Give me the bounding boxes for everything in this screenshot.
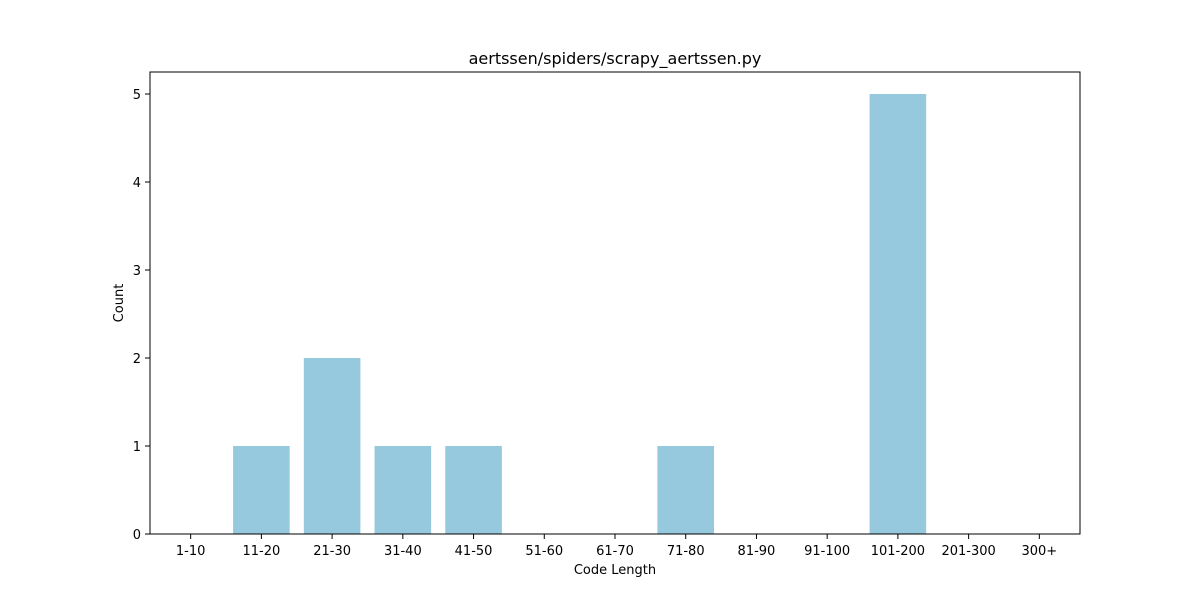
x-tick-label: 51-60 (525, 544, 563, 559)
x-axis-label: Code Length (574, 563, 656, 578)
y-tick-label: 5 (133, 88, 141, 103)
y-tick-label: 3 (133, 264, 141, 279)
x-tick-label: 101-200 (871, 544, 925, 559)
bar-101-200 (869, 94, 927, 534)
bar-11-20 (233, 446, 290, 534)
bar-21-30 (303, 358, 361, 534)
x-tick-label: 21-30 (313, 544, 351, 559)
y-tick-label: 0 (133, 528, 141, 543)
bar-71-80 (657, 446, 715, 534)
x-tick-label: 41-50 (455, 544, 493, 559)
y-axis-ticks: 0 1 2 3 4 5 (133, 88, 150, 543)
chart-title: aertssen/spiders/scrapy_aertssen.py (469, 49, 762, 69)
bar-41-50 (445, 446, 502, 534)
x-tick-label: 71-80 (667, 544, 705, 559)
x-tick-label: 201-300 (941, 544, 995, 559)
y-tick-label: 2 (133, 352, 141, 367)
x-tick-label: 31-40 (384, 544, 422, 559)
x-tick-label: 81-90 (738, 544, 776, 559)
y-axis-label: Count (112, 284, 127, 323)
x-tick-label: 61-70 (596, 544, 634, 559)
x-tick-label: 1-10 (176, 544, 206, 559)
x-tick-label: 91-100 (804, 544, 850, 559)
y-tick-label: 4 (133, 176, 141, 191)
y-tick-label: 1 (133, 440, 141, 455)
x-tick-label: 300+ (1021, 544, 1057, 559)
x-tick-label: 11-20 (242, 544, 280, 559)
bar-31-40 (374, 446, 432, 534)
x-axis-ticks: 1-10 11-20 21-30 31-40 41-50 51-60 61-70 71-80 8… (176, 534, 1057, 559)
bars-group (233, 94, 927, 534)
